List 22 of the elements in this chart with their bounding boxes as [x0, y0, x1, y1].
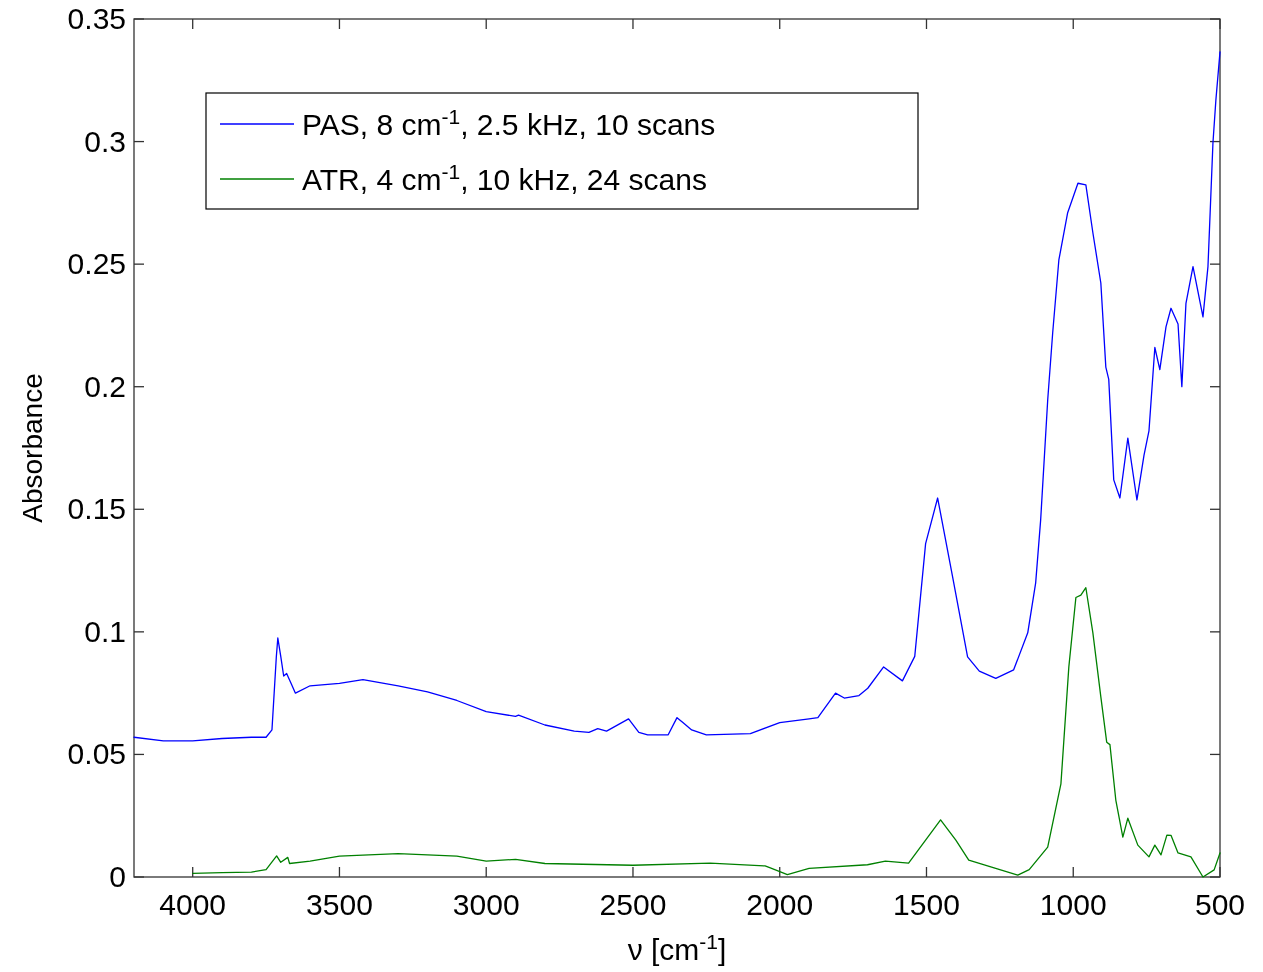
y-tick-label: 0.25: [67, 247, 126, 281]
x-axis-title: ν [cm$^{-1}$]: [627, 929, 727, 966]
y-tick-label: 0.1: [84, 614, 126, 648]
legend-label: ATR, 4 cm$^{-1}$, 10 kHz, 24 scans: [302, 159, 707, 196]
y-tick-label: 0: [109, 860, 126, 893]
x-tick-label: 1000: [1039, 888, 1107, 921]
y-tick-label: 0.3: [84, 124, 126, 158]
y-tick-label: 0.35: [67, 2, 126, 35]
x-tick-label: 2000: [746, 888, 814, 921]
x-tick-label: 500: [1194, 888, 1246, 921]
x-tick-label: 3500: [306, 888, 373, 921]
y-tick-label: 0.2: [84, 369, 126, 403]
y-tick-label: 0.05: [67, 737, 126, 771]
x-tick-label: 1500: [893, 888, 960, 921]
x-tick-label: 2500: [599, 888, 667, 921]
y-tick-label: 0.15: [67, 492, 126, 526]
x-tick-label: 4000: [159, 888, 227, 921]
y-axis-title: Absorbance: [17, 373, 48, 523]
line-series: [192, 587, 1221, 878]
legend-label: PAS, 8 cm$^{-1}$, 2.5 kHz, 10 scans: [302, 104, 716, 141]
line-series: [133, 51, 1221, 742]
x-tick-label: 3000: [452, 888, 520, 921]
